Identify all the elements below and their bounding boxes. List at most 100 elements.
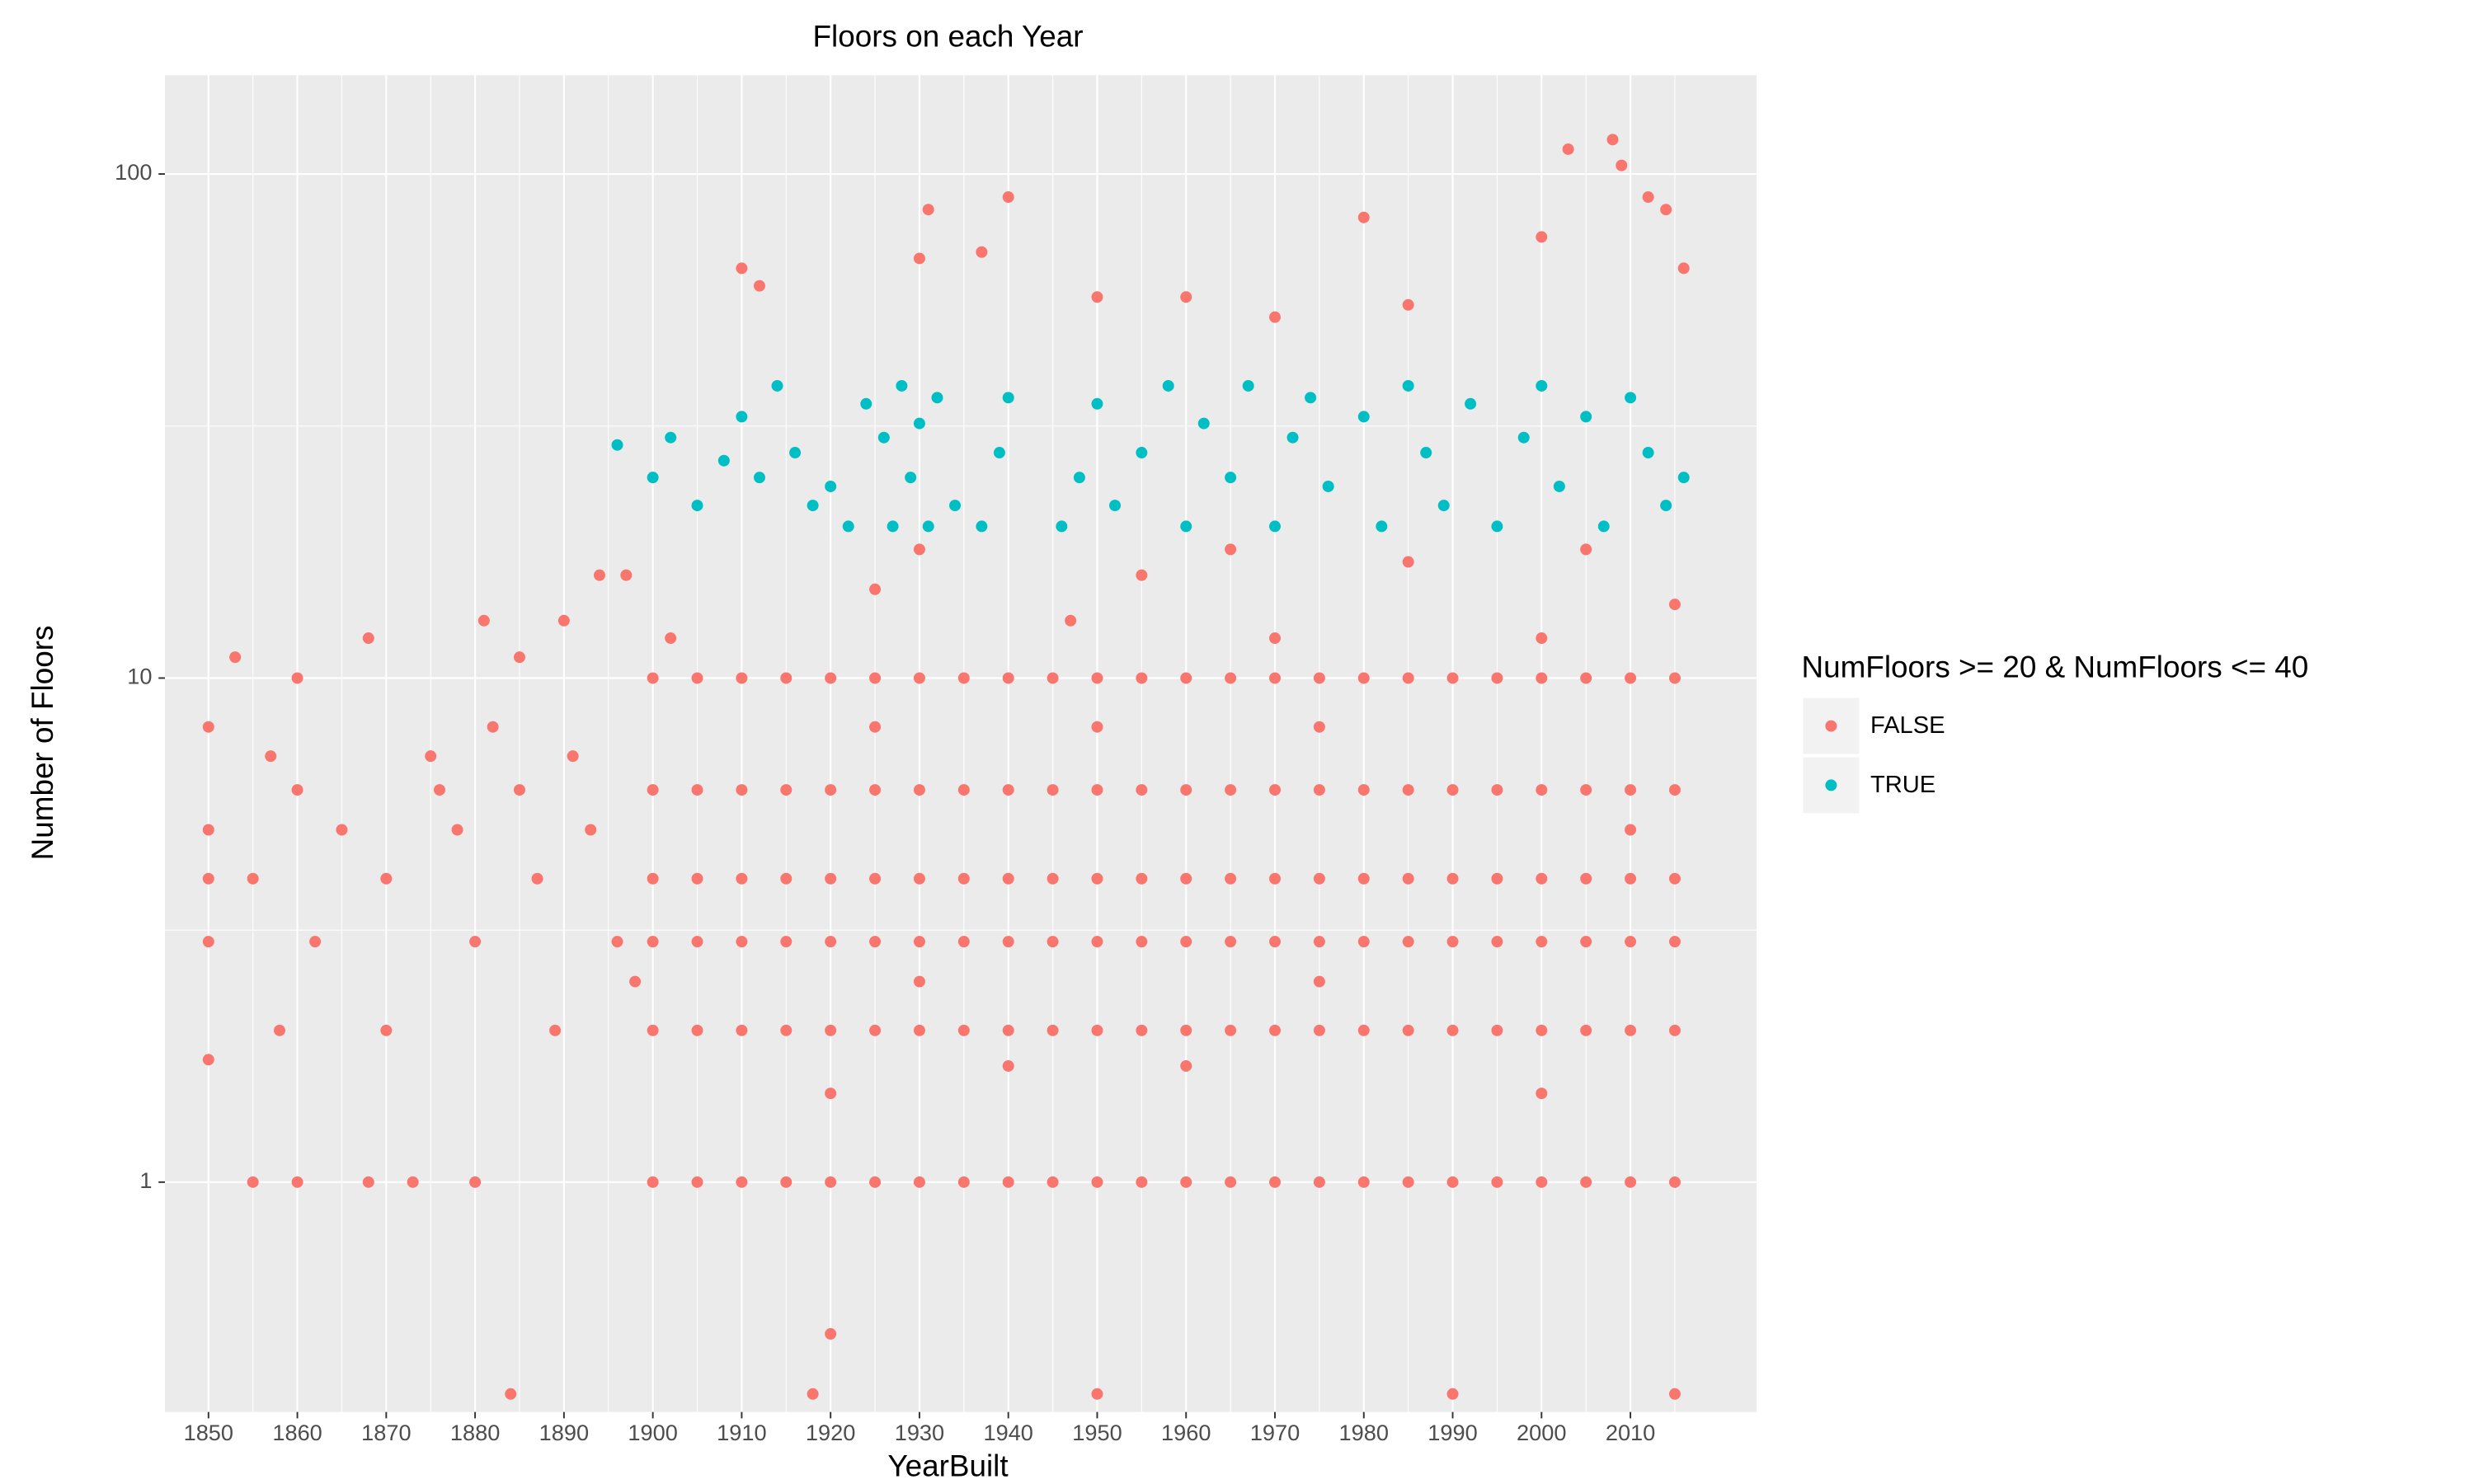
- point: [1491, 520, 1503, 533]
- point: [567, 750, 579, 763]
- point: [1437, 500, 1450, 512]
- point: [1305, 392, 1317, 404]
- point: [1402, 379, 1414, 392]
- point: [1313, 1176, 1325, 1188]
- point: [647, 784, 659, 796]
- point: [957, 872, 970, 885]
- point: [1357, 411, 1370, 423]
- point: [1536, 1087, 1548, 1100]
- point: [1625, 872, 1637, 885]
- point: [1162, 379, 1174, 392]
- point: [247, 872, 259, 885]
- point: [717, 454, 730, 467]
- point: [1376, 520, 1388, 533]
- point: [487, 721, 499, 733]
- point: [691, 672, 703, 684]
- x-tick-label: 1990: [1427, 1420, 1477, 1445]
- point: [1446, 1176, 1459, 1188]
- point: [1668, 784, 1681, 796]
- point: [1225, 872, 1237, 885]
- point: [1668, 599, 1681, 611]
- point: [1597, 520, 1610, 533]
- plot-panel: [165, 75, 1757, 1412]
- point: [869, 1024, 882, 1036]
- point: [1002, 872, 1014, 885]
- point: [1225, 672, 1237, 684]
- point: [1491, 1024, 1503, 1036]
- point: [434, 784, 445, 796]
- point: [1225, 1024, 1237, 1036]
- x-tick-label: 2010: [1606, 1420, 1655, 1445]
- x-tick-label: 1900: [628, 1420, 677, 1445]
- point: [1180, 936, 1192, 948]
- point: [807, 500, 819, 512]
- point: [513, 784, 525, 796]
- x-tick-label: 1980: [1339, 1420, 1389, 1445]
- legend-label: TRUE: [1870, 772, 1935, 798]
- point: [1446, 1024, 1459, 1036]
- point: [957, 784, 970, 796]
- point: [1180, 1059, 1192, 1072]
- point: [825, 1024, 837, 1036]
- point: [611, 936, 623, 948]
- point: [291, 784, 303, 796]
- point: [1536, 1024, 1548, 1036]
- point: [665, 632, 677, 645]
- point: [629, 975, 642, 988]
- point: [1625, 1176, 1637, 1188]
- point: [1357, 1176, 1370, 1188]
- point: [1580, 872, 1592, 885]
- point: [265, 750, 277, 763]
- point: [380, 872, 393, 885]
- point: [1136, 672, 1148, 684]
- point: [1668, 1024, 1681, 1036]
- point: [1047, 1176, 1059, 1188]
- chart-title: Floors on each Year: [813, 19, 1084, 53]
- legend: NumFloors >= 20 & NumFloors <= 40 FALSE T…: [1801, 650, 2308, 814]
- point: [1580, 411, 1592, 423]
- axes: 1850 1860 1870 1880 1890 1900 1910 1920 1930 1940…: [115, 159, 1655, 1445]
- legend-title: NumFloors >= 20 & NumFloors <= 40: [1801, 650, 2308, 683]
- point: [1625, 784, 1637, 796]
- point: [1073, 472, 1085, 484]
- point: [1402, 298, 1414, 311]
- point: [1580, 1024, 1592, 1036]
- point: [1225, 1176, 1237, 1188]
- point: [807, 1388, 819, 1400]
- point: [1091, 1024, 1103, 1036]
- point: [585, 824, 597, 836]
- point: [1269, 1024, 1281, 1036]
- point: [869, 872, 882, 885]
- point: [825, 936, 837, 948]
- point: [557, 614, 570, 627]
- point: [1402, 1176, 1414, 1188]
- x-tick-label: 2000: [1517, 1420, 1566, 1445]
- point: [887, 520, 899, 533]
- point: [1357, 872, 1370, 885]
- point: [1180, 291, 1192, 303]
- point: [1269, 520, 1281, 533]
- point: [1225, 936, 1237, 948]
- point: [825, 872, 837, 885]
- y-axis-title: Number of Floors: [26, 626, 59, 861]
- x-tick-label: 1880: [450, 1420, 500, 1445]
- y-tick-label: 10: [127, 664, 152, 689]
- point: [1536, 784, 1548, 796]
- point: [1002, 936, 1014, 948]
- point: [1047, 1024, 1059, 1036]
- point: [913, 417, 925, 430]
- point: [1446, 936, 1459, 948]
- legend-marker: [1825, 720, 1837, 732]
- point: [780, 672, 793, 684]
- point: [1536, 672, 1548, 684]
- point: [691, 500, 703, 512]
- point: [869, 936, 882, 948]
- x-tick-label: 1970: [1250, 1420, 1300, 1445]
- point: [1322, 480, 1334, 492]
- point: [1677, 472, 1690, 484]
- point: [202, 721, 214, 733]
- point: [1269, 311, 1281, 323]
- point: [1002, 784, 1014, 796]
- point: [1642, 447, 1654, 459]
- point: [1180, 784, 1192, 796]
